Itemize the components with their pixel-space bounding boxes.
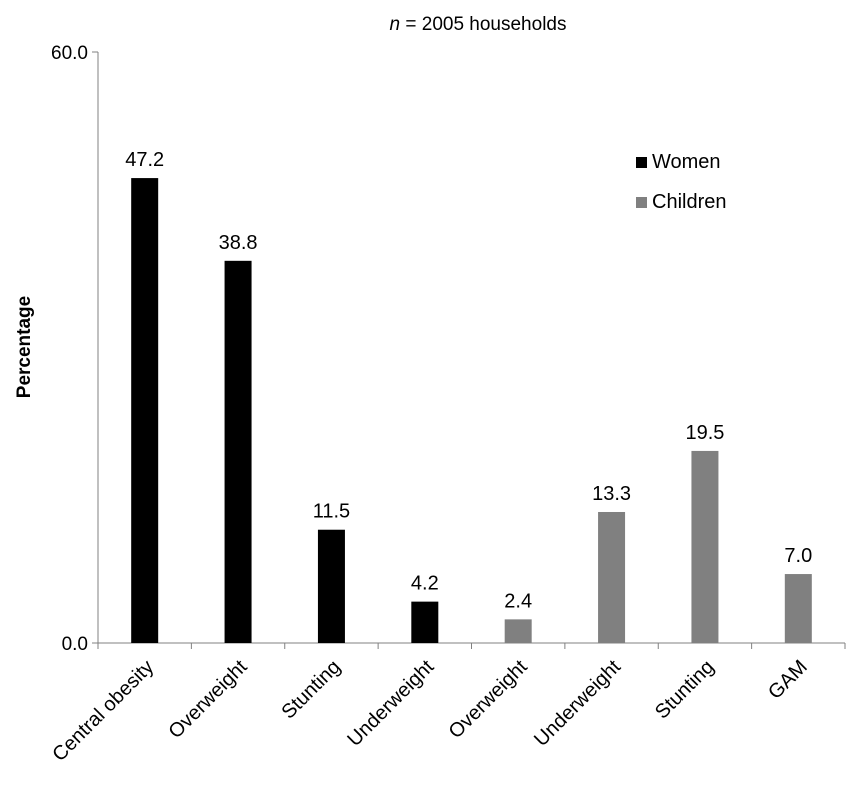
y-axis-label: Percentage (14, 296, 35, 398)
x-tick-label: Stunting (651, 656, 718, 723)
legend-swatch (636, 157, 647, 168)
chart-title: n = 2005 households (390, 14, 567, 35)
y-tick-label: 60.0 (51, 43, 88, 64)
data-label: 13.3 (592, 483, 631, 505)
bar (411, 601, 439, 643)
legend-label: Children (652, 191, 726, 213)
bar (131, 178, 159, 643)
x-tick-label: Overweight (165, 656, 252, 743)
data-label: 2.4 (504, 590, 532, 612)
legend: Women Children (636, 151, 726, 213)
data-label: 4.2 (411, 573, 439, 595)
data-label: 19.5 (685, 422, 724, 444)
bar (598, 511, 626, 643)
x-tick-label: GAM (764, 656, 812, 704)
bar (784, 574, 812, 643)
bar (317, 529, 345, 643)
plot-area: 0.0 60.0 47.2 Central obesity 38.8 Overweight… (48, 43, 846, 766)
x-tick-label: Central obesity (48, 656, 158, 766)
bar (224, 260, 252, 643)
bar (504, 619, 532, 643)
data-label: 47.2 (125, 149, 164, 171)
x-tick-label: Underweight (530, 656, 625, 751)
data-label: 11.5 (313, 501, 350, 523)
legend-label: Women (652, 151, 721, 173)
data-label: 7.0 (784, 545, 812, 567)
x-tick-label: Stunting (278, 656, 345, 723)
data-label: 38.8 (219, 232, 258, 254)
bar (691, 450, 719, 643)
y-tick-label: 0.0 (62, 634, 88, 655)
legend-swatch (636, 197, 647, 208)
x-tick-label: Underweight (343, 656, 438, 751)
x-tick-label: Overweight (445, 656, 532, 743)
